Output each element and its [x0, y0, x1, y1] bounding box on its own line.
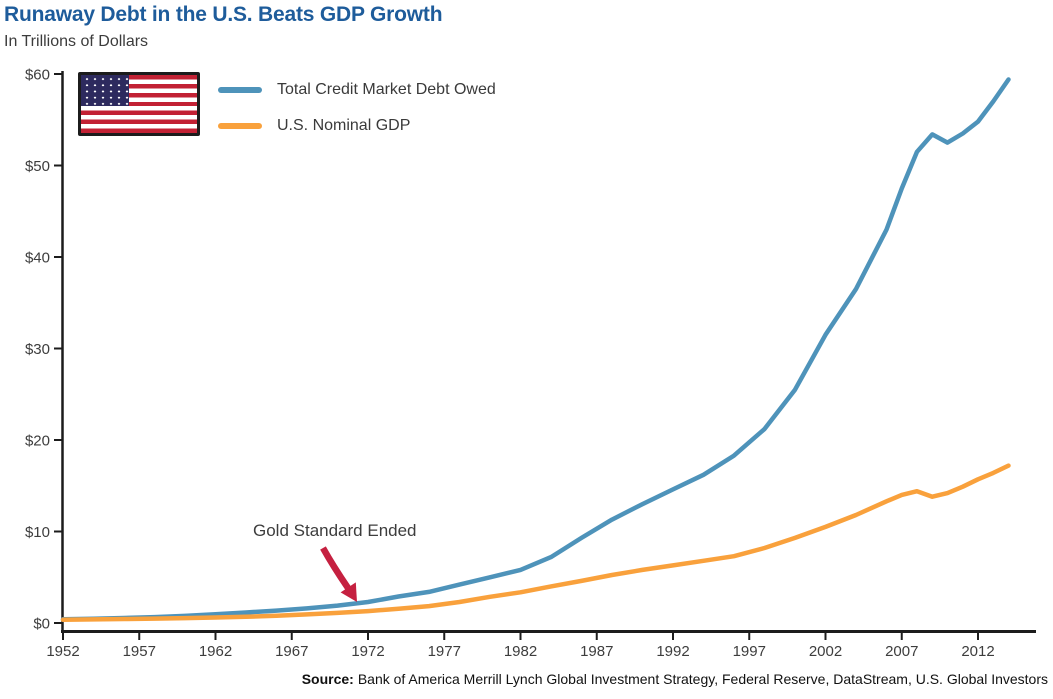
- x-tick-label: 1992: [656, 643, 689, 660]
- y-tick-label: $0: [33, 616, 50, 633]
- x-axis-ticks: 1952 1957 1962 1967 1972 1977 1982 1987 1992 1997…: [46, 631, 995, 660]
- x-tick-label: 1977: [428, 643, 461, 660]
- legend-items: Total Credit Market Debt Owed U.S. Nomin…: [218, 72, 496, 150]
- annotation-label: Gold Standard Ended: [253, 521, 417, 540]
- y-tick-label: $60: [25, 67, 50, 84]
- gdp-line: [60, 463, 1011, 623]
- x-tick-label: 1997: [733, 643, 766, 660]
- legend-label-gdp: U.S. Nominal GDP: [277, 117, 411, 134]
- page-title: Runaway Debt in the U.S. Beats GDP Growt…: [4, 3, 443, 26]
- debt-line-swatch-icon: [218, 86, 262, 94]
- legend-item-gdp: U.S. Nominal GDP: [218, 114, 496, 138]
- legend: Total Credit Market Debt Owed U.S. Nomin…: [78, 72, 496, 150]
- x-tick-label: 1957: [123, 643, 156, 660]
- y-axis-ticks: $0 $10 $20 $30 $40 $50 $60: [25, 67, 62, 633]
- x-tick-label: 1987: [580, 643, 613, 660]
- x-tick-label: 2002: [809, 643, 842, 660]
- y-tick-label: $10: [25, 524, 50, 541]
- x-tick-label: 1952: [46, 643, 79, 660]
- legend-label-debt: Total Credit Market Debt Owed: [277, 81, 496, 98]
- us-flag-canton: [81, 75, 129, 107]
- chart-subtitle: In Trillions of Dollars: [4, 33, 149, 50]
- source-line: Source: Bank of America Merrill Lynch Glo…: [302, 671, 1048, 687]
- debt-line: [60, 77, 1011, 622]
- legend-item-debt: Total Credit Market Debt Owed: [218, 78, 496, 102]
- x-tick-label: 2012: [961, 643, 994, 660]
- gdp-line-swatch-icon: [218, 122, 262, 130]
- x-tick-label: 1972: [351, 643, 384, 660]
- x-tick-label: 1967: [275, 643, 308, 660]
- annotation-arrow-icon: [320, 546, 357, 602]
- source-text: Bank of America Merrill Lynch Global Inv…: [357, 671, 1048, 687]
- y-tick-label: $40: [25, 250, 50, 267]
- y-tick-label: $50: [25, 158, 50, 175]
- y-tick-label: $30: [25, 341, 50, 358]
- y-tick-label: $20: [25, 433, 50, 450]
- x-tick-label: 2007: [885, 643, 918, 660]
- us-flag-icon: [78, 72, 200, 136]
- x-tick-label: 1982: [504, 643, 537, 660]
- x-tick-label: 1962: [199, 643, 232, 660]
- source-prefix: Source:: [301, 671, 354, 687]
